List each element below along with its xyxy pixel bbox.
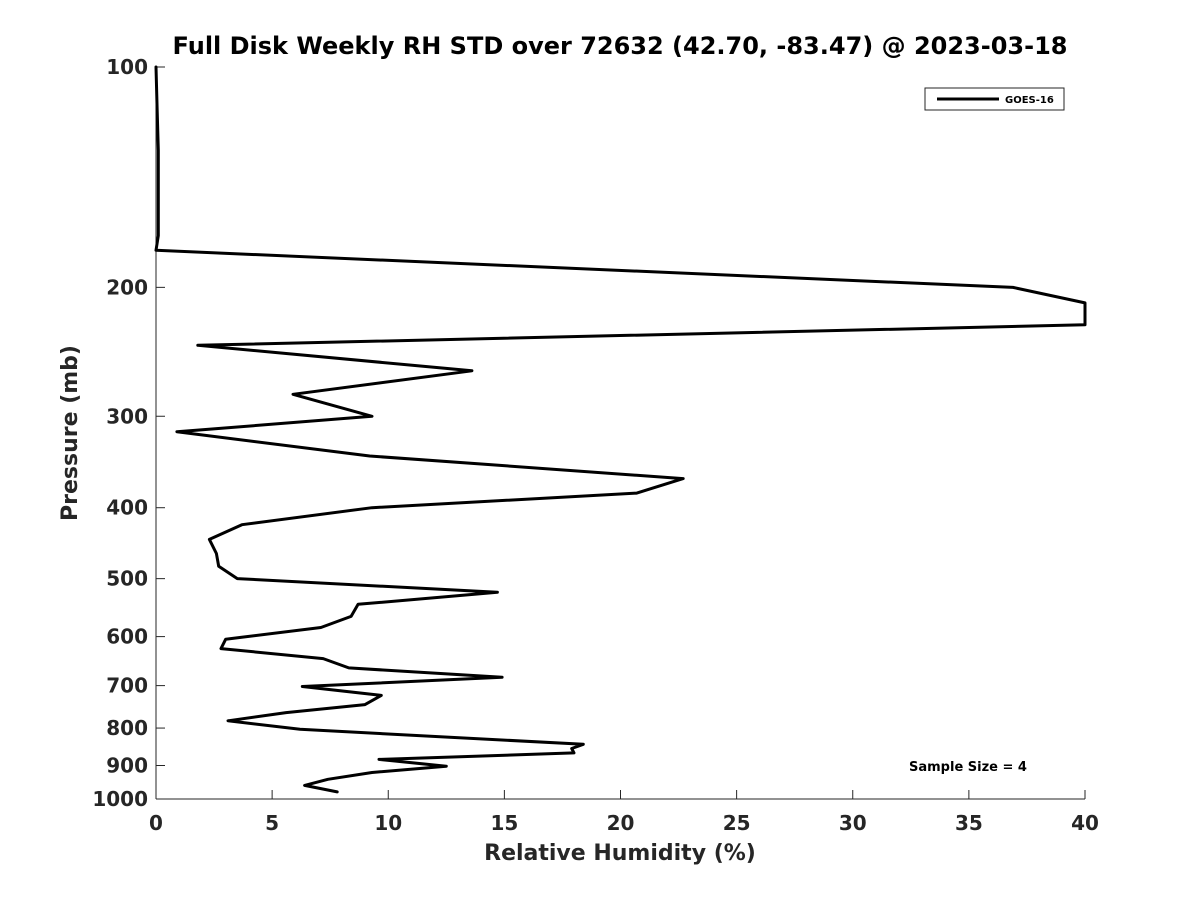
x-tick-label: 30 [839,811,867,835]
y-tick-label: 500 [106,567,148,591]
legend-entry: GOES-16 [1005,95,1054,106]
y-tick-label: 100 [106,55,148,79]
series-line-goes-16 [154,65,1087,794]
series-layer [154,65,1087,794]
y-tick-label: 1000 [92,787,148,811]
y-tick-label: 900 [106,754,148,778]
y-axis-label: Pressure (mb) [58,345,83,521]
y-tick-label: 300 [106,404,148,428]
x-tick-label: 35 [955,811,983,835]
legend: GOES-16 [924,87,1065,111]
x-tick-label: 20 [607,811,635,835]
chart-title: Full Disk Weekly RH STD over 72632 (42.7… [173,32,1068,60]
y-tick-label: 800 [106,716,148,740]
x-tick-label: 40 [1071,811,1099,835]
y-tick-label: 700 [106,674,148,698]
y-tick-label: 200 [106,275,148,299]
axes: 0 5 10 15 20 25 30 35 40 100 200 300 400 500 600 700 800… [92,55,1099,835]
y-tick-label: 600 [106,625,148,649]
x-tick-label: 25 [723,811,751,835]
sample-size-annotation: Sample Size = 4 [909,760,1027,775]
x-tick-label: 15 [490,811,518,835]
x-tick-label: 10 [374,811,402,835]
x-axis-label: Relative Humidity (%) [484,841,756,866]
y-tick-label: 400 [106,496,148,520]
x-tick-label: 5 [265,811,279,835]
annotations: Sample Size = 4 [909,760,1027,775]
x-tick-label: 0 [149,811,163,835]
